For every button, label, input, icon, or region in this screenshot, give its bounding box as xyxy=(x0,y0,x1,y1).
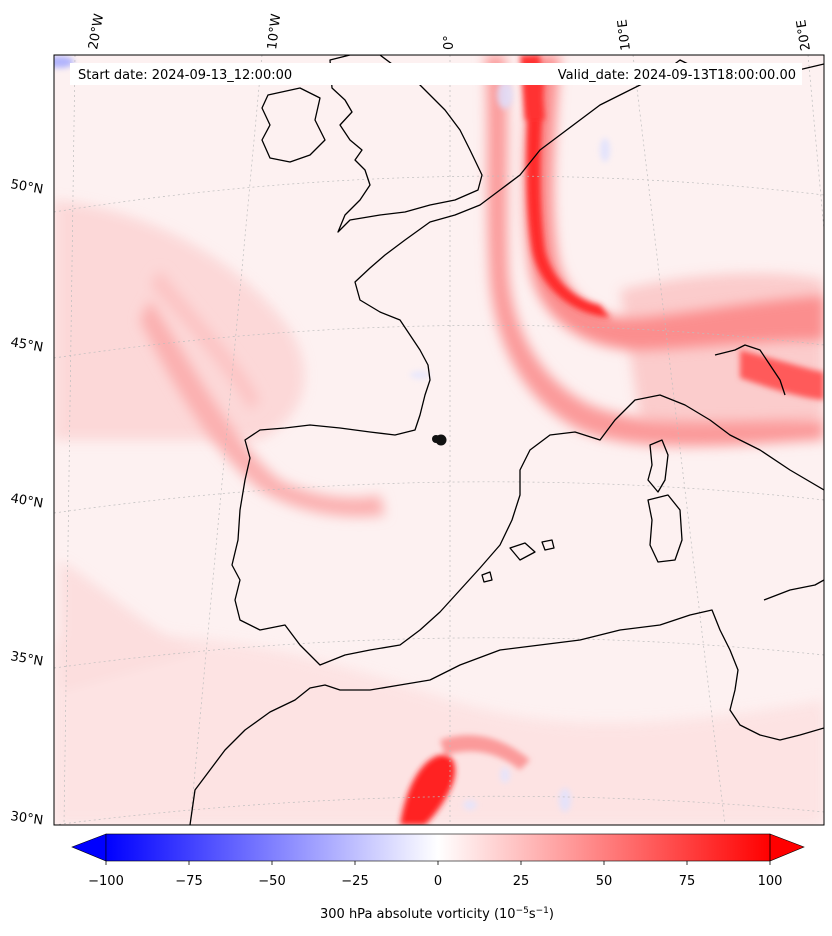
colorbar-tick-label: 25 xyxy=(513,874,530,889)
lat-label-45n: 45°N xyxy=(9,335,44,355)
colorbar-label: 300 hPa absolute vorticity (10−5s−1) xyxy=(320,906,554,922)
lon-label-20w: 20°W xyxy=(86,13,107,51)
colorbar-tick-label: −100 xyxy=(88,874,124,889)
colorbar-tick-label: 0 xyxy=(434,874,442,889)
colorbar-tick-label: −50 xyxy=(258,874,285,889)
start-date: Start date: 2024-09-13_12:00:00 xyxy=(78,68,292,83)
colorbar-ticks: −100 −75 −50 −25 0 25 50 75 100 xyxy=(88,861,782,889)
colorbar-max-extend xyxy=(769,833,805,862)
lat-label-30n: 30°N xyxy=(9,809,44,828)
colorbar-tick-label: −25 xyxy=(341,874,368,889)
lon-label-20e: 20°E xyxy=(794,18,814,51)
graticule xyxy=(54,55,824,825)
vorticity-field xyxy=(54,55,824,825)
colorbar-tick-label: 50 xyxy=(596,874,613,889)
colorbar-tick-label: −75 xyxy=(175,874,202,889)
colorbar-bar xyxy=(106,834,770,861)
valid-date: Valid_date: 2024-09-13T18:00:00.00 xyxy=(558,68,796,83)
colorbar-tick-label: 75 xyxy=(679,874,696,889)
lat-label-40n: 40°N xyxy=(9,491,44,511)
map-frame xyxy=(53,54,825,826)
header-box xyxy=(70,63,802,85)
lon-label-10e: 10°E xyxy=(615,18,634,51)
lon-label-0: 0° xyxy=(442,35,457,50)
lon-label-10w: 10°W xyxy=(265,13,284,51)
colorbar-tick-label: 100 xyxy=(758,874,783,889)
colorbar: −100 −75 −50 −25 0 25 50 75 100 300 hPa absolute… xyxy=(71,833,805,922)
colorbar-min-extend xyxy=(71,833,107,862)
lat-label-35n: 35°N xyxy=(9,649,44,669)
coastlines xyxy=(189,55,824,825)
lat-label-50n: 50°N xyxy=(9,177,44,197)
